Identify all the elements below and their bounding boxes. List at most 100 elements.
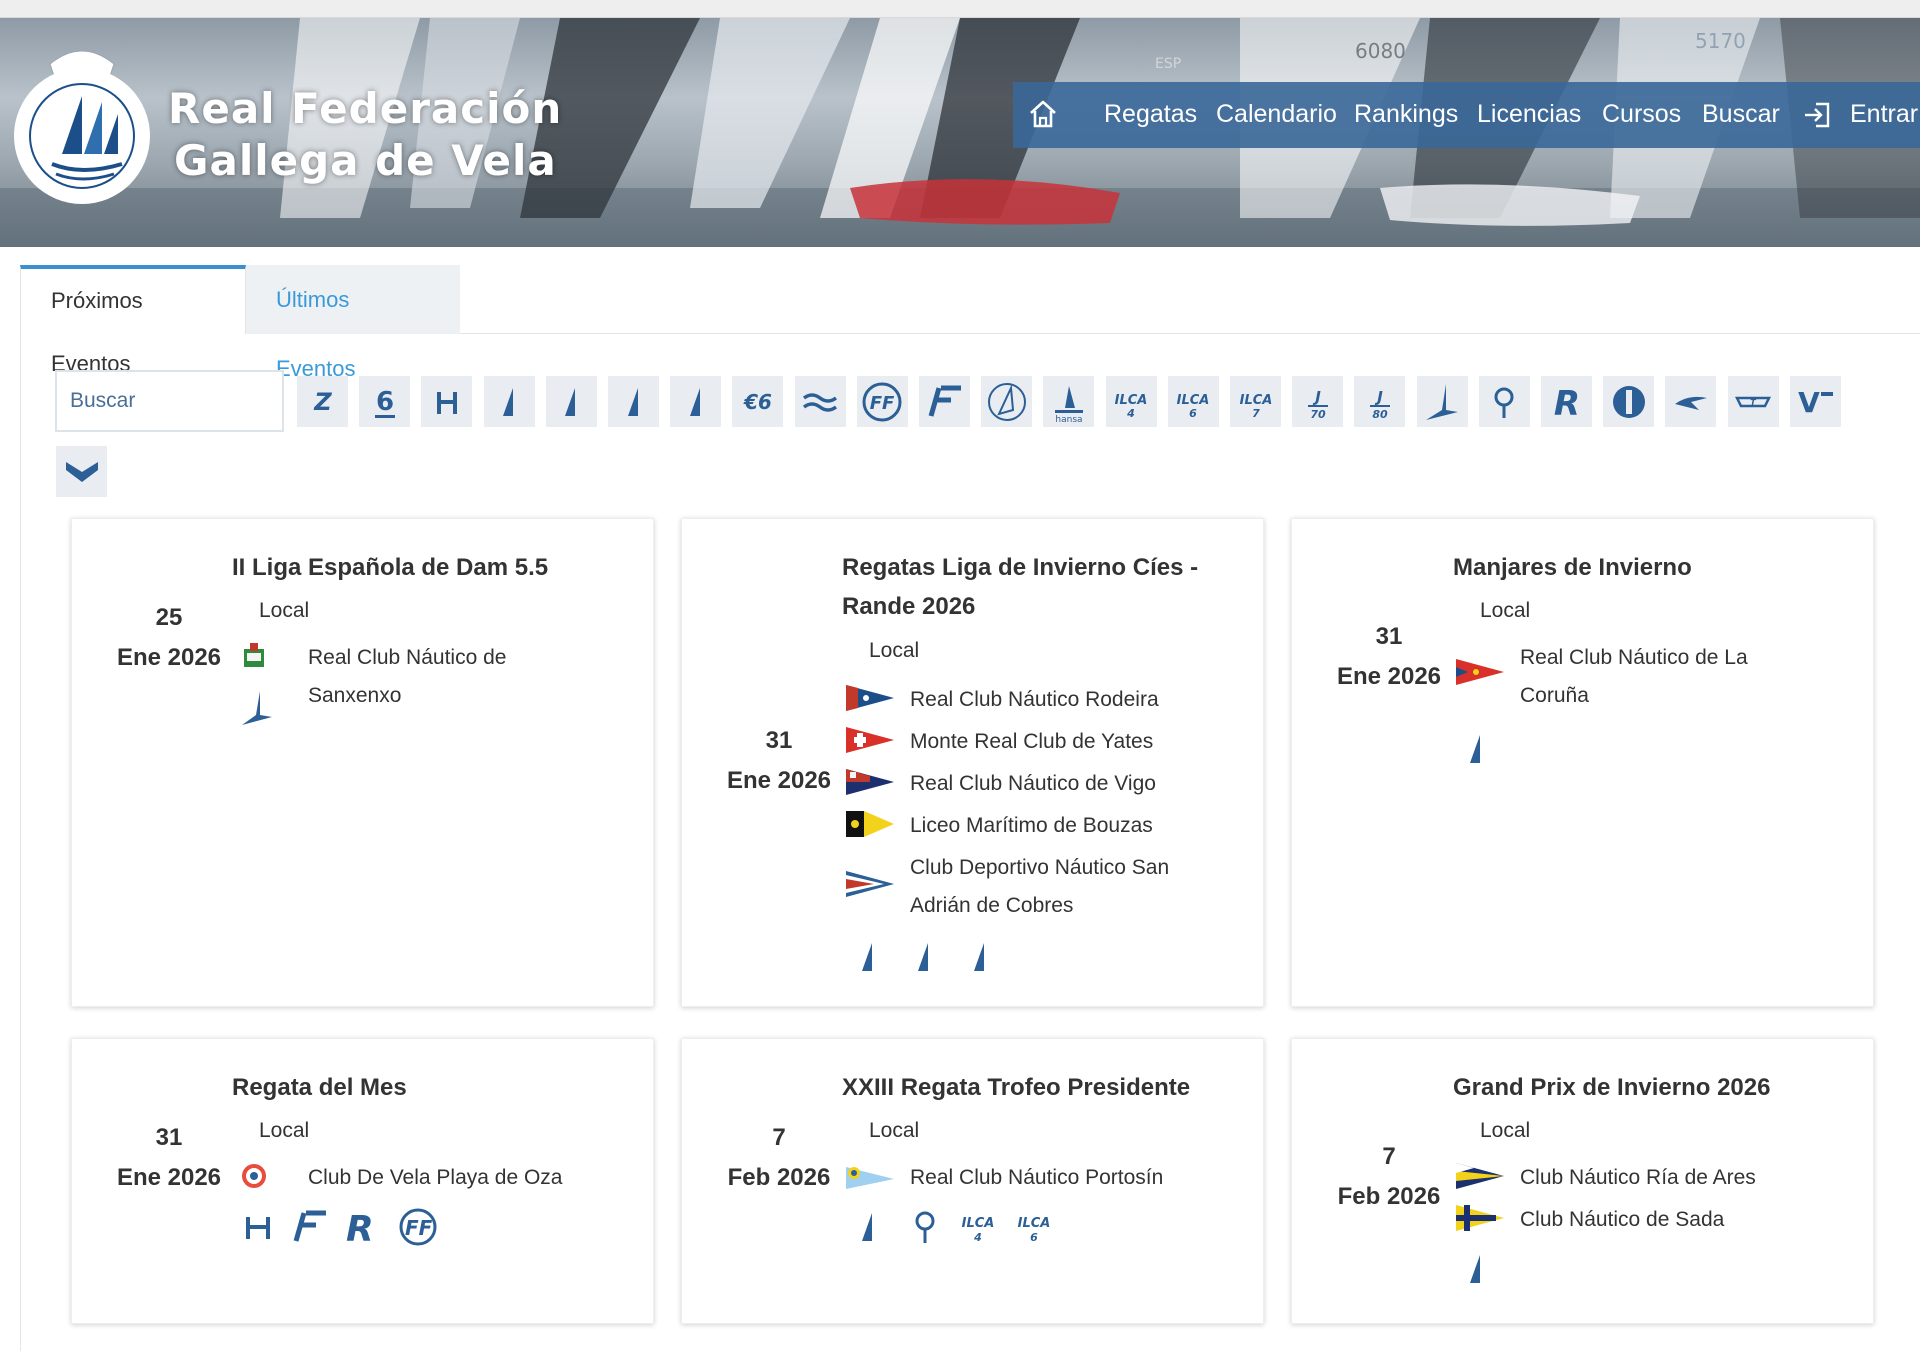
dam-class-icon[interactable]	[238, 687, 278, 727]
sail-icon[interactable]	[850, 937, 890, 977]
event-card[interactable]: XXIII Regata Trofeo Presidente 7 Feb 202…	[681, 1038, 1264, 1324]
filter-class-z-button[interactable]: Z	[297, 376, 348, 427]
club-row[interactable]: Real Club Náutico de La Coruña	[1454, 639, 1790, 715]
event-title[interactable]: XXIII Regata Trofeo Presidente	[842, 1074, 1191, 1101]
federation-logo[interactable]	[10, 36, 155, 216]
nav-buscar[interactable]: Buscar	[1702, 100, 1780, 128]
sail-icon[interactable]	[906, 937, 946, 977]
class-f5-icon[interactable]	[290, 1207, 330, 1247]
svg-text:R: R	[346, 1209, 374, 1247]
filter-class-gull-button[interactable]	[1665, 376, 1717, 427]
club-row[interactable]: Liceo Marítimo de Bouzas	[844, 807, 1180, 845]
filter-class-ilca4-button[interactable]: ILCA 4	[1105, 376, 1157, 427]
nav-cursos[interactable]: Cursos	[1602, 100, 1682, 128]
event-card[interactable]: Regata del Mes 31 Ene 2026 Local Club De…	[71, 1038, 654, 1324]
event-title[interactable]: Regata del Mes	[232, 1074, 407, 1101]
filter-class-zero-button[interactable]	[1603, 376, 1655, 427]
main-navigation: Regatas Calendario Rankings Licencias Cu…	[1013, 82, 1920, 148]
club-row[interactable]: Club Náutico Ría de Ares	[1454, 1159, 1790, 1197]
svg-text:ILCA: ILCA	[1115, 393, 1148, 408]
event-title[interactable]: Regatas Liga de Invierno Cíes - Rande 20…	[842, 554, 1199, 620]
svg-text:Z: Z	[313, 388, 332, 416]
filter-class-e6-button[interactable]: €6	[732, 376, 784, 427]
club-name: Club Náutico Ría de Ares	[1520, 1166, 1756, 1189]
filter-class-6mr-button[interactable]: 6	[359, 376, 411, 427]
home-icon[interactable]	[1027, 98, 1059, 130]
event-day: 7	[1382, 1143, 1396, 1170]
club-row[interactable]: Monte Real Club de Yates	[844, 723, 1180, 761]
club-row[interactable]: Club Deportivo Náutico San Adrián de Cob…	[844, 849, 1180, 925]
event-title[interactable]: Manjares de Invierno	[1453, 554, 1692, 581]
class-ff-icon[interactable]: FF	[398, 1207, 438, 1247]
tab-ultimos-eventos[interactable]: Últimos Eventos	[246, 265, 460, 381]
class-h-boat-icon	[436, 391, 457, 414]
nav-licencias[interactable]: Licencias	[1477, 100, 1582, 128]
club-row[interactable]: Real Club Náutico de Vigo	[844, 765, 1180, 803]
filter-class-j80-button[interactable]: J 80	[1354, 376, 1406, 427]
nav-rankings[interactable]: Rankings	[1354, 100, 1459, 128]
event-title[interactable]: II Liga Española de Dam 5.5	[232, 554, 549, 581]
class-chevron-icon	[65, 461, 98, 482]
filter-class-j70-button[interactable]: J 70	[1292, 376, 1344, 427]
nav-regatas[interactable]: Regatas	[1104, 100, 1198, 128]
class-h-boat-icon[interactable]	[238, 1207, 278, 1247]
club-row[interactable]: Club Náutico de Sada	[1454, 1201, 1790, 1239]
filter-class-f5-button[interactable]	[919, 376, 970, 427]
filter-sail-button[interactable]	[608, 376, 659, 427]
event-month: Feb 2026	[727, 1164, 831, 1191]
event-card[interactable]: Regatas Liga de Invierno Cíes - Rande 20…	[681, 518, 1264, 1007]
class-ilca6-icon[interactable]: ILCA 6	[1014, 1207, 1054, 1247]
brand-title-line1[interactable]: Real Federación	[168, 84, 563, 133]
filter-class-chevron-button[interactable]	[56, 446, 107, 497]
search-input[interactable]	[55, 370, 284, 432]
sail-icon[interactable]	[850, 1207, 890, 1247]
sail-icon[interactable]	[962, 937, 1002, 977]
filter-class-ff-button[interactable]: FF	[856, 376, 908, 427]
club-flag-icon	[244, 643, 264, 667]
filter-sail-button[interactable]	[545, 376, 597, 427]
brand-title-line2[interactable]: Gallega de Vela	[174, 136, 557, 185]
class-optimist-icon[interactable]	[905, 1207, 945, 1247]
event-title[interactable]: Grand Prix de Invierno 2026	[1453, 1074, 1771, 1101]
club-row[interactable]: Real Club Náutico Rodeira	[844, 681, 1180, 719]
event-card[interactable]: Grand Prix de Invierno 2026 7 Feb 2026 L…	[1291, 1038, 1874, 1324]
tabs-divider	[20, 333, 1920, 334]
club-row[interactable]: Real Club Náutico de Sanxenxo	[242, 639, 578, 715]
filter-class-tz-button[interactable]: T	[1727, 376, 1779, 427]
event-day: 7	[772, 1124, 786, 1151]
login-icon[interactable]	[1802, 99, 1834, 131]
nav-calendario[interactable]: Calendario	[1216, 100, 1337, 128]
filter-wave-button[interactable]	[794, 376, 846, 427]
sail-icon[interactable]	[1458, 729, 1498, 769]
sail-icon[interactable]	[1458, 1249, 1498, 1289]
tab-proximos-eventos[interactable]: Próximos Eventos	[20, 265, 246, 376]
event-day: 25	[155, 604, 183, 631]
filter-class-dam-button[interactable]	[1416, 376, 1468, 427]
nav-entrar[interactable]: Entrar	[1850, 100, 1919, 128]
filter-class-r-button[interactable]: R	[1541, 376, 1592, 427]
filter-sail-button[interactable]	[670, 376, 722, 427]
class-r-icon[interactable]: R	[344, 1207, 384, 1247]
filter-class-h-boat-button[interactable]	[421, 376, 473, 427]
event-card[interactable]: Manjares de Invierno 31 Ene 2026 Local R…	[1291, 518, 1874, 1007]
filter-class-v-button[interactable]: V	[1789, 376, 1841, 427]
filter-sail-button[interactable]	[483, 376, 535, 427]
filter-class-ilca7-button[interactable]: ILCA 7	[1230, 376, 1281, 427]
club-flag-icon	[846, 871, 894, 897]
filter-class-optimist-button[interactable]	[1478, 376, 1530, 427]
filter-class-ilca6-button[interactable]: ILCA 6	[1167, 376, 1219, 427]
event-month: Ene 2026	[726, 767, 832, 794]
class-ilca4-icon[interactable]: ILCA 4	[958, 1207, 998, 1247]
svg-text:4: 4	[1126, 407, 1135, 420]
club-row[interactable]: Club De Vela Playa de Oza	[242, 1159, 578, 1197]
event-card[interactable]: II Liga Española de Dam 5.5 25 Ene 2026 …	[71, 518, 654, 1007]
svg-text:J: J	[1312, 388, 1321, 406]
filter-class-hansa-button[interactable]: hansa	[1043, 376, 1095, 427]
club-name: Real Club Náutico de Sanxenxo	[308, 646, 507, 707]
club-row[interactable]: Real Club Náutico Portosín	[844, 1159, 1180, 1197]
filter-class-circle-sail-button[interactable]	[981, 376, 1033, 427]
class-circle-sail-icon	[987, 382, 1026, 421]
svg-text:70: 70	[1310, 408, 1326, 421]
